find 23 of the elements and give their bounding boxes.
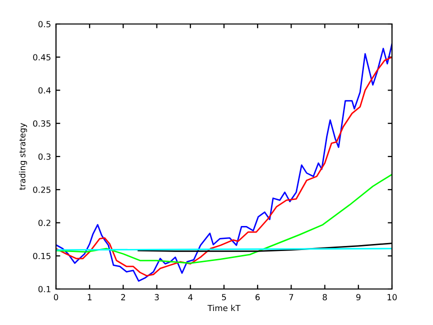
x-axis-title: Time kT (208, 304, 241, 312)
x-tick-label: 2 (121, 294, 126, 300)
y-tick-label: 0.15 (33, 252, 50, 260)
y-tick-label: 0.35 (33, 120, 50, 127)
x-tick-label: 1 (88, 294, 92, 300)
x-tick-label: 9 (356, 294, 360, 300)
y-tick-label: 0.5 (38, 20, 50, 28)
x-tick-label: 0 (54, 294, 58, 300)
y-tick-label: 0.25 (33, 186, 50, 193)
y-tick-label: 0.45 (33, 54, 50, 60)
line-series (56, 174, 392, 264)
x-tick-label: 10 (388, 294, 397, 300)
x-tick-label: 7 (289, 294, 294, 300)
y-tick-label: 0.1 (38, 286, 50, 292)
x-tick-label: 4 (188, 294, 193, 300)
y-tick-label: 0.3 (38, 153, 50, 160)
y-axis-title: trading strategy (18, 123, 28, 190)
y-tick-label: 0.4 (38, 87, 51, 94)
x-tick-label: 6 (256, 294, 260, 300)
x-tick-label: 5 (222, 294, 226, 300)
x-tick-label: 3 (154, 294, 159, 300)
y-tick-label: 0.2 (38, 220, 50, 226)
x-tick-label: 8 (322, 294, 327, 300)
